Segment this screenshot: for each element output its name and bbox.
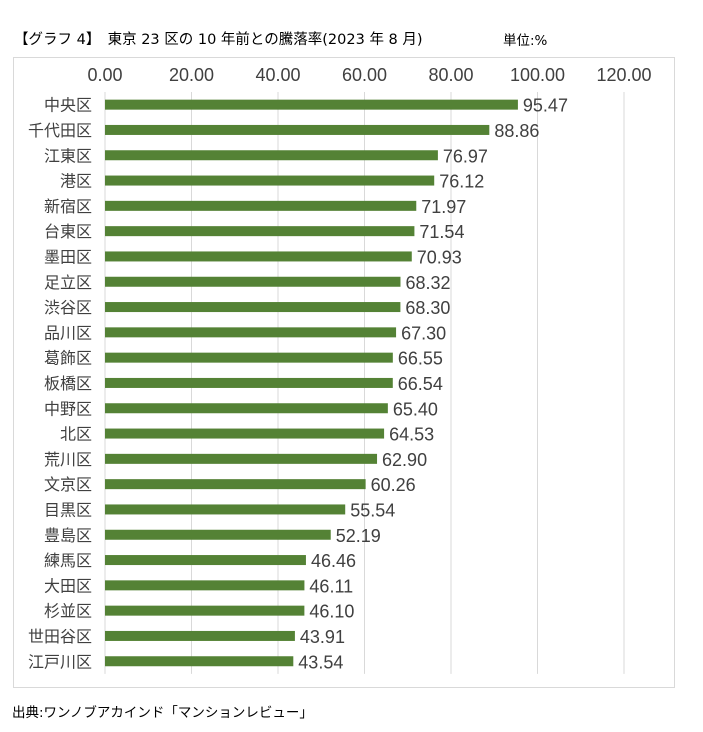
category-label: 墨田区: [44, 247, 92, 266]
category-label: 足立区: [44, 273, 92, 292]
data-label: 76.97: [443, 146, 488, 166]
bar: [105, 580, 305, 591]
data-label: 66.54: [398, 374, 443, 394]
data-label: 62.90: [382, 450, 427, 470]
data-label: 88.86: [494, 121, 539, 141]
category-label: 豊島区: [44, 526, 92, 545]
data-label: 68.32: [405, 273, 450, 293]
bar: [105, 504, 346, 515]
bar: [105, 200, 417, 211]
data-label: 68.30: [405, 298, 450, 318]
source-note: 出典:ワンノブアカインド「マンションレビュー」: [12, 705, 313, 721]
bar: [105, 327, 397, 338]
bar: [105, 352, 393, 363]
bar: [105, 529, 331, 540]
data-label: 70.93: [417, 247, 462, 267]
tick-label: 120.00: [596, 65, 651, 85]
tick-label: 100.00: [510, 65, 565, 85]
category-label: 中野区: [44, 399, 92, 418]
tick-label: 80.00: [428, 65, 473, 85]
category-label: 新宿区: [44, 197, 92, 216]
data-label: 60.26: [371, 475, 416, 495]
category-label: 北区: [60, 425, 92, 444]
data-label: 95.47: [523, 96, 568, 116]
category-label: 板橋区: [44, 374, 92, 393]
data-label: 43.91: [300, 627, 345, 647]
category-label: 目黒区: [44, 500, 92, 519]
category-label: 葛飾区: [44, 349, 92, 368]
bar: [105, 428, 385, 439]
category-label: 世田谷区: [28, 627, 92, 646]
bar: [105, 276, 401, 287]
category-label: 文京区: [44, 475, 92, 494]
bar: [105, 150, 438, 161]
data-label: 46.10: [309, 602, 354, 622]
category-label: 荒川区: [44, 450, 92, 469]
tick-label: 60.00: [342, 65, 387, 85]
category-label: 港区: [60, 172, 92, 191]
bar: [105, 251, 412, 262]
bar: [105, 656, 294, 667]
bar: [105, 226, 415, 237]
bar: [105, 555, 306, 566]
bar: [105, 124, 490, 135]
tick-label: 40.00: [255, 65, 300, 85]
data-label: 55.54: [350, 500, 395, 520]
bar: [105, 479, 366, 490]
bar: [105, 175, 435, 186]
category-label: 渋谷区: [44, 298, 92, 317]
data-label: 46.46: [311, 551, 356, 571]
bar: [105, 605, 305, 616]
category-label: 江東区: [44, 146, 92, 165]
category-label: 江戸川区: [28, 652, 92, 671]
category-label: 中央区: [44, 96, 92, 115]
data-label: 71.54: [419, 222, 464, 242]
category-label: 品川区: [44, 323, 92, 342]
chart-title: 【グラフ 4】 東京 23 区の 10 年前との騰落率(2023 年 8 月): [14, 32, 423, 48]
bar: [105, 453, 378, 464]
bar: [105, 99, 518, 110]
data-label: 43.54: [298, 652, 343, 672]
data-label: 67.30: [401, 323, 446, 343]
bar: [105, 630, 295, 641]
category-label: 大田区: [44, 576, 92, 595]
category-label: 杉並区: [44, 602, 92, 621]
data-label: 46.11: [309, 576, 353, 596]
tick-label: 0.00: [87, 65, 122, 85]
chart-frame: [13, 57, 675, 688]
category-label: 台東区: [44, 222, 92, 241]
data-label: 76.12: [439, 172, 484, 192]
data-label: 71.97: [421, 197, 466, 217]
bar: [105, 377, 393, 388]
unit-label: 単位:%: [503, 33, 548, 49]
tick-label: 20.00: [169, 65, 214, 85]
data-label: 64.53: [389, 425, 434, 445]
data-label: 52.19: [336, 526, 381, 546]
data-label: 65.40: [393, 399, 438, 419]
category-label: 練馬区: [44, 551, 92, 570]
data-label: 66.55: [398, 349, 443, 369]
category-label: 千代田区: [28, 121, 92, 140]
bar: [105, 302, 401, 313]
bar: [105, 403, 388, 414]
